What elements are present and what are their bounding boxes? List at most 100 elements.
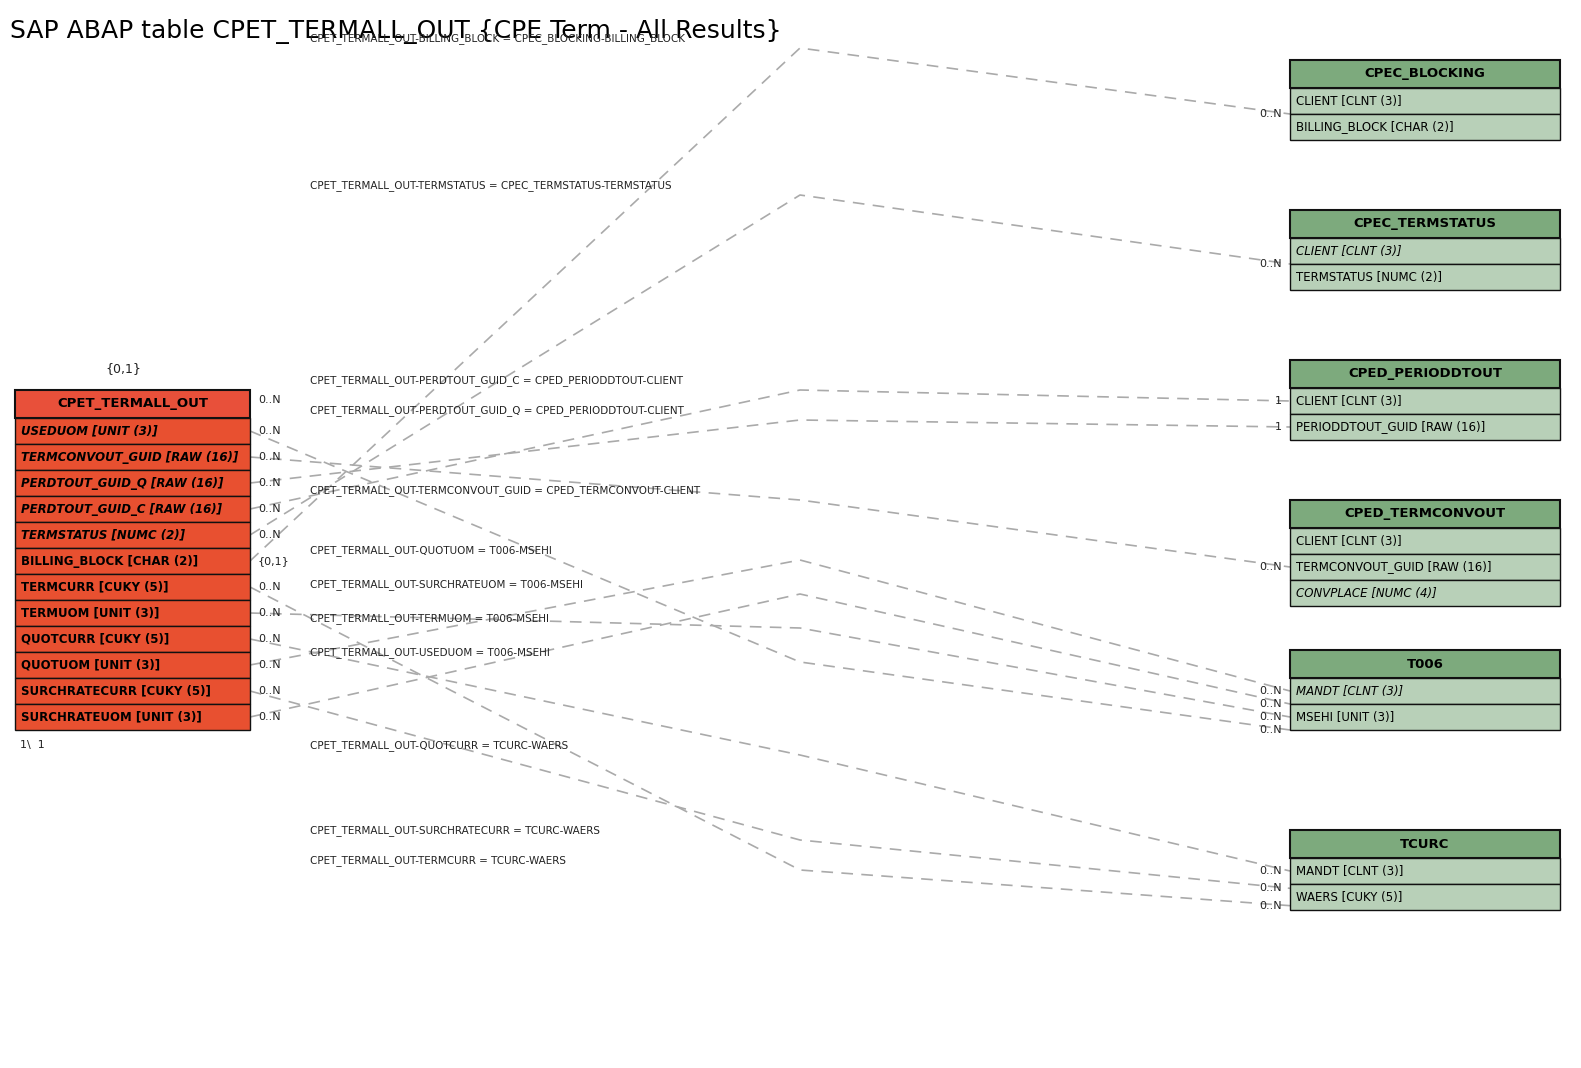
- Bar: [14, 678, 250, 704]
- Bar: [1290, 210, 1560, 238]
- Bar: [14, 574, 250, 600]
- Text: 0..N: 0..N: [1260, 562, 1282, 572]
- Bar: [14, 522, 250, 548]
- Text: CPET_TERMALL_OUT-TERMCONVOUT_GUID = CPED_TERMCONVOUT-CLIENT: CPET_TERMALL_OUT-TERMCONVOUT_GUID = CPED…: [310, 485, 700, 496]
- Text: 0..N: 0..N: [258, 504, 280, 514]
- Bar: [1290, 388, 1560, 414]
- Text: 0..N: 0..N: [1260, 725, 1282, 735]
- Text: CPET_TERMALL_OUT-QUOTUOM = T006-MSEHI: CPET_TERMALL_OUT-QUOTUOM = T006-MSEHI: [310, 545, 552, 556]
- Text: CPET_TERMALL_OUT-SURCHRATEUOM = T006-MSEHI: CPET_TERMALL_OUT-SURCHRATEUOM = T006-MSE…: [310, 579, 583, 590]
- Text: 0..N: 0..N: [258, 608, 280, 618]
- Bar: [14, 390, 250, 418]
- Bar: [14, 600, 250, 626]
- Bar: [1290, 528, 1560, 554]
- Text: WAERS [CUKY (5)]: WAERS [CUKY (5)]: [1296, 891, 1402, 904]
- Bar: [14, 548, 250, 574]
- Text: 1\  1: 1\ 1: [21, 740, 44, 750]
- Bar: [1290, 88, 1560, 114]
- Text: BILLING_BLOCK [CHAR (2)]: BILLING_BLOCK [CHAR (2)]: [21, 554, 198, 567]
- Text: CPED_TERMCONVOUT: CPED_TERMCONVOUT: [1344, 507, 1505, 520]
- Text: SURCHRATECURR [CUKY (5)]: SURCHRATECURR [CUKY (5)]: [21, 685, 210, 697]
- Text: 0..N: 0..N: [1260, 900, 1282, 911]
- Text: T006: T006: [1407, 658, 1443, 671]
- Text: CONVPLACE [NUMC (4)]: CONVPLACE [NUMC (4)]: [1296, 586, 1437, 599]
- Text: CPET_TERMALL_OUT-PERDTOUT_GUID_Q = CPED_PERIODDTOUT-CLIENT: CPET_TERMALL_OUT-PERDTOUT_GUID_Q = CPED_…: [310, 405, 685, 417]
- Text: PERDTOUT_GUID_Q [RAW (16)]: PERDTOUT_GUID_Q [RAW (16)]: [21, 476, 223, 489]
- Text: CLIENT [CLNT (3)]: CLIENT [CLNT (3)]: [1296, 94, 1402, 108]
- Text: QUOTCURR [CUKY (5)]: QUOTCURR [CUKY (5)]: [21, 632, 169, 645]
- Bar: [1290, 238, 1560, 264]
- Text: SAP ABAP table CPET_TERMALL_OUT {CPE Term - All Results}: SAP ABAP table CPET_TERMALL_OUT {CPE Ter…: [9, 19, 781, 45]
- Text: CPED_PERIODDTOUT: CPED_PERIODDTOUT: [1349, 367, 1502, 380]
- Bar: [1290, 678, 1560, 704]
- Text: 0..N: 0..N: [258, 452, 280, 462]
- Bar: [14, 626, 250, 651]
- Text: BILLING_BLOCK [CHAR (2)]: BILLING_BLOCK [CHAR (2)]: [1296, 121, 1453, 134]
- Text: CPET_TERMALL_OUT-TERMCURR = TCURC-WAERS: CPET_TERMALL_OUT-TERMCURR = TCURC-WAERS: [310, 855, 566, 866]
- Text: 0..N: 0..N: [1260, 260, 1282, 269]
- Text: USEDUOM [UNIT (3)]: USEDUOM [UNIT (3)]: [21, 424, 158, 438]
- Text: 0..N: 0..N: [258, 395, 280, 405]
- Text: CPEC_TERMSTATUS: CPEC_TERMSTATUS: [1353, 218, 1497, 231]
- Text: CPET_TERMALL_OUT-QUOTCURR = TCURC-WAERS: CPET_TERMALL_OUT-QUOTCURR = TCURC-WAERS: [310, 740, 568, 751]
- Bar: [1290, 650, 1560, 678]
- Text: CPEC_BLOCKING: CPEC_BLOCKING: [1364, 67, 1486, 80]
- Bar: [1290, 414, 1560, 440]
- Text: CPET_TERMALL_OUT-PERDTOUT_GUID_C = CPED_PERIODDTOUT-CLIENT: CPET_TERMALL_OUT-PERDTOUT_GUID_C = CPED_…: [310, 375, 683, 386]
- Text: CPET_TERMALL_OUT-SURCHRATECURR = TCURC-WAERS: CPET_TERMALL_OUT-SURCHRATECURR = TCURC-W…: [310, 826, 601, 836]
- Text: 0..N: 0..N: [258, 660, 280, 670]
- Bar: [1290, 858, 1560, 884]
- Text: CPET_TERMALL_OUT-USEDUOM = T006-MSEHI: CPET_TERMALL_OUT-USEDUOM = T006-MSEHI: [310, 647, 550, 658]
- Text: 0..N: 0..N: [1260, 698, 1282, 709]
- Text: TERMUOM [UNIT (3)]: TERMUOM [UNIT (3)]: [21, 607, 160, 619]
- Text: PERDTOUT_GUID_C [RAW (16)]: PERDTOUT_GUID_C [RAW (16)]: [21, 503, 221, 516]
- Text: TCURC: TCURC: [1401, 837, 1450, 850]
- Text: TERMCONVOUT_GUID [RAW (16)]: TERMCONVOUT_GUID [RAW (16)]: [1296, 561, 1491, 574]
- Text: {0,1}: {0,1}: [104, 362, 141, 375]
- Text: 1: 1: [1274, 396, 1282, 406]
- Text: 0..N: 0..N: [258, 712, 280, 722]
- Text: {0,1}: {0,1}: [258, 556, 289, 566]
- Text: CPET_TERMALL_OUT-BILLING_BLOCK = CPEC_BLOCKING-BILLING_BLOCK: CPET_TERMALL_OUT-BILLING_BLOCK = CPEC_BL…: [310, 33, 685, 44]
- Bar: [1290, 60, 1560, 88]
- Text: TERMCONVOUT_GUID [RAW (16)]: TERMCONVOUT_GUID [RAW (16)]: [21, 451, 239, 464]
- Text: 0..N: 0..N: [258, 530, 280, 540]
- Text: PERIODDTOUT_GUID [RAW (16)]: PERIODDTOUT_GUID [RAW (16)]: [1296, 421, 1485, 434]
- Text: MANDT [CLNT (3)]: MANDT [CLNT (3)]: [1296, 864, 1404, 878]
- Text: 0..N: 0..N: [258, 634, 280, 644]
- Text: 0..N: 0..N: [258, 478, 280, 488]
- Text: 0..N: 0..N: [1260, 883, 1282, 893]
- Text: CLIENT [CLNT (3)]: CLIENT [CLNT (3)]: [1296, 245, 1402, 257]
- Text: 0..N: 0..N: [258, 582, 280, 592]
- Text: MSEHI [UNIT (3)]: MSEHI [UNIT (3)]: [1296, 710, 1394, 723]
- Text: 1: 1: [1274, 422, 1282, 431]
- Bar: [1290, 114, 1560, 140]
- Text: CPET_TERMALL_OUT: CPET_TERMALL_OUT: [57, 397, 209, 410]
- Text: CPET_TERMALL_OUT-TERMUOM = T006-MSEHI: CPET_TERMALL_OUT-TERMUOM = T006-MSEHI: [310, 613, 549, 624]
- Text: CLIENT [CLNT (3)]: CLIENT [CLNT (3)]: [1296, 394, 1402, 408]
- Bar: [1290, 500, 1560, 528]
- Bar: [14, 496, 250, 522]
- Text: SURCHRATEUOM [UNIT (3)]: SURCHRATEUOM [UNIT (3)]: [21, 710, 202, 723]
- Text: TERMSTATUS [NUMC (2)]: TERMSTATUS [NUMC (2)]: [1296, 270, 1442, 283]
- Text: MANDT [CLNT (3)]: MANDT [CLNT (3)]: [1296, 685, 1402, 697]
- Bar: [1290, 704, 1560, 731]
- Text: CLIENT [CLNT (3)]: CLIENT [CLNT (3)]: [1296, 534, 1402, 548]
- Text: 0..N: 0..N: [1260, 712, 1282, 722]
- Bar: [1290, 884, 1560, 910]
- Bar: [14, 418, 250, 444]
- Bar: [1290, 580, 1560, 606]
- Text: TERMCURR [CUKY (5)]: TERMCURR [CUKY (5)]: [21, 581, 169, 594]
- Text: 0..N: 0..N: [1260, 866, 1282, 876]
- Bar: [1290, 554, 1560, 580]
- Text: 0..N: 0..N: [258, 686, 280, 696]
- Bar: [14, 704, 250, 731]
- Bar: [1290, 830, 1560, 858]
- Bar: [14, 651, 250, 678]
- Bar: [14, 470, 250, 496]
- Text: CPET_TERMALL_OUT-TERMSTATUS = CPEC_TERMSTATUS-TERMSTATUS: CPET_TERMALL_OUT-TERMSTATUS = CPEC_TERMS…: [310, 180, 672, 191]
- Bar: [14, 444, 250, 470]
- Text: 0..N: 0..N: [1260, 109, 1282, 119]
- Text: 0..N: 0..N: [1260, 686, 1282, 696]
- Bar: [1290, 264, 1560, 290]
